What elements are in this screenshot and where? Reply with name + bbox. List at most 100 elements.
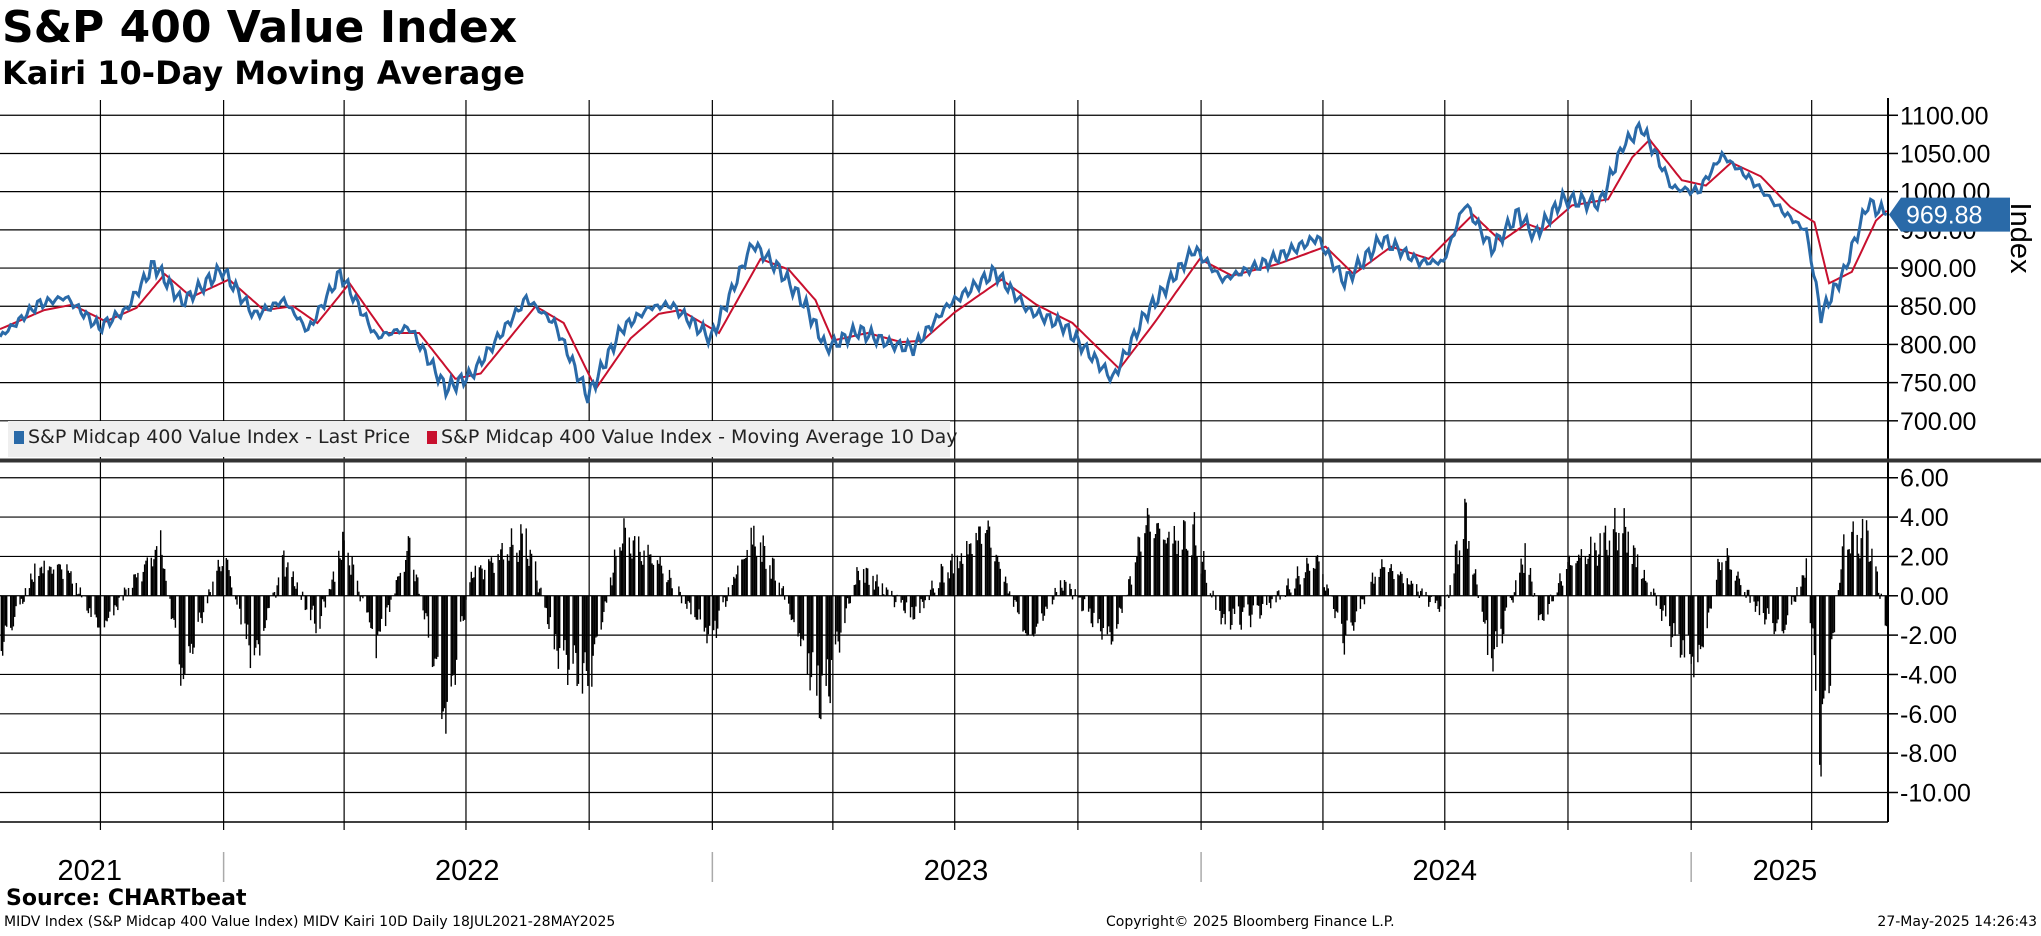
kairi-bar — [212, 581, 214, 596]
kairi-bar — [790, 595, 793, 621]
kairi-bar — [994, 561, 996, 596]
kairi-bar — [32, 581, 35, 596]
kairi-bar — [14, 595, 16, 617]
kairi-bar — [1144, 533, 1146, 596]
kairi-bar — [937, 588, 940, 596]
kairi-bar — [726, 595, 728, 602]
kairi-bar — [675, 595, 677, 596]
kairi-bar — [943, 582, 945, 596]
year-label: 2022 — [435, 855, 500, 887]
kairi-bar — [1448, 595, 1450, 598]
kairi-bar — [802, 595, 805, 641]
kairi-bar — [556, 595, 558, 651]
kairi-bar — [865, 567, 868, 596]
kairi-bar — [1018, 595, 1020, 615]
kairi-bar — [829, 595, 831, 704]
kairi-bar — [958, 568, 960, 596]
kairi-bar — [1646, 582, 1648, 596]
kairi-bar — [1174, 540, 1177, 596]
kairi-bar — [940, 563, 943, 596]
kairi-bar — [1296, 566, 1299, 596]
kairi-bar — [581, 595, 584, 694]
kairi-bar — [1146, 508, 1149, 596]
kairi-bar — [1173, 525, 1176, 596]
kairi-bar — [1421, 588, 1423, 596]
last-value-badge — [1889, 197, 2010, 232]
kairi-bar — [585, 595, 588, 672]
kairi-bar — [1336, 595, 1339, 613]
kairi-bar — [884, 595, 886, 597]
kairi-bar — [1860, 538, 1862, 596]
kairi-bar — [966, 540, 968, 596]
kairi-bar — [311, 595, 313, 610]
kairi-bar — [403, 571, 406, 596]
kairi-bar — [600, 595, 602, 630]
kairi-bar — [1418, 595, 1421, 599]
kairi-bar — [1209, 593, 1212, 596]
kairi-bar — [489, 561, 491, 596]
kairi-bar — [1073, 595, 1075, 596]
kairi-bar — [396, 576, 399, 596]
kairi-bar — [733, 576, 735, 596]
kairi-bar — [1168, 531, 1170, 596]
kairi-bar — [319, 595, 321, 629]
kairi-bar — [773, 558, 775, 596]
kairi-bar — [1509, 595, 1512, 598]
kairi-bar — [765, 568, 767, 596]
kairi-bar — [433, 595, 435, 667]
kairi-bar — [745, 557, 747, 596]
kairi-bar — [1871, 548, 1873, 596]
kairi-bar — [1856, 534, 1858, 596]
kairi-bar — [68, 572, 71, 596]
kairi-bar — [1373, 583, 1375, 596]
kairi-bar — [350, 574, 352, 596]
kairi-bar — [1644, 580, 1647, 596]
kairi-bar — [592, 595, 594, 656]
kairi-bar — [812, 595, 814, 653]
kairi-bar — [769, 565, 771, 596]
kairi-bar — [1636, 554, 1639, 596]
kairi-bar — [163, 568, 166, 596]
kairi-bar — [1549, 594, 1552, 596]
kairi-bar — [1203, 550, 1205, 596]
kairi-bar — [1584, 557, 1587, 596]
kairi-bar — [19, 595, 21, 605]
kairi-bar — [1454, 544, 1457, 596]
kairi-bar — [1662, 595, 1664, 611]
kairi-bar — [1561, 585, 1564, 596]
kairi-bar — [395, 580, 398, 596]
kairi-bar — [652, 564, 655, 596]
kairi-bar — [1359, 595, 1362, 609]
kairi-bar — [209, 592, 211, 596]
kairi-bar — [951, 553, 953, 596]
kairi-bar — [1548, 595, 1550, 605]
kairi-bar — [1837, 590, 1840, 596]
kairi-bar — [340, 559, 343, 596]
kairi-bar — [806, 595, 809, 675]
kairi-bar — [1306, 557, 1308, 596]
kairi-bar — [1604, 525, 1607, 596]
kairi-bar — [968, 543, 971, 596]
kairi-bar — [1880, 593, 1883, 596]
kairi-bar — [221, 566, 223, 596]
kairi-bar — [255, 595, 257, 648]
kairi-bar — [1531, 581, 1533, 596]
kairi-bar — [453, 595, 455, 674]
kairi-bar — [1792, 595, 1794, 597]
y-tick-label: 6.00 — [1900, 465, 1949, 493]
kairi-bar — [1833, 595, 1836, 633]
kairi-bar — [1059, 580, 1062, 596]
kairi-bar — [388, 595, 391, 612]
kairi-bar — [1116, 595, 1118, 629]
kairi-bar — [347, 552, 349, 596]
kairi-bar — [1556, 592, 1558, 596]
kairi-bar — [1387, 572, 1390, 596]
kairi-bar — [293, 586, 296, 596]
y-tick-label: -2.00 — [1900, 622, 1957, 650]
kairi-bar — [1869, 561, 1872, 596]
kairi-bar — [1453, 573, 1455, 596]
kairi-bar — [343, 540, 345, 596]
kairi-bar — [1528, 574, 1530, 596]
kairi-bar — [995, 554, 997, 596]
kairi-bar — [896, 594, 898, 596]
